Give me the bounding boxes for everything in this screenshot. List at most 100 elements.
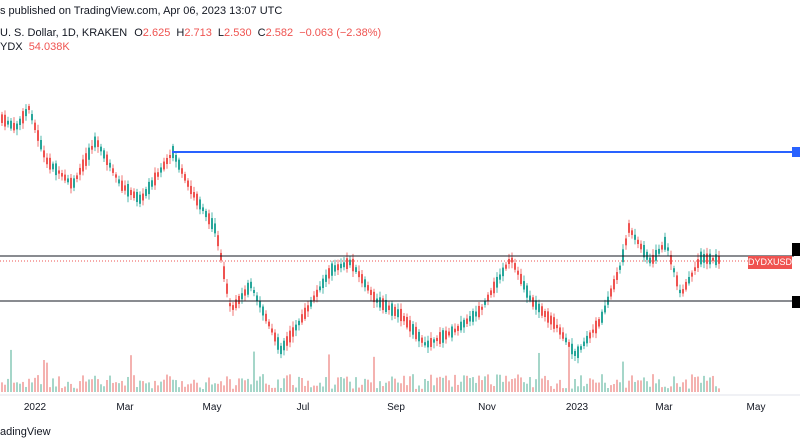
candle-body — [259, 301, 261, 308]
candle-body — [118, 179, 120, 184]
volume-bar — [709, 377, 711, 392]
candle-body — [253, 289, 255, 294]
volume-bar — [478, 375, 480, 392]
candle-body — [4, 114, 6, 127]
ohlc-legend: U. S. Dollar, 1D, KRAKEN O2.625 H2.713 L… — [0, 27, 381, 39]
volume-bar — [394, 378, 396, 392]
candle-body — [220, 252, 222, 261]
time-tick-label: Mar — [655, 402, 673, 413]
candle-body — [424, 342, 426, 346]
candle-body — [367, 285, 369, 291]
candles-layer — [1, 103, 720, 364]
candle-body — [157, 172, 159, 177]
volume-bar — [238, 378, 240, 392]
publish-info: s published on TradingView.com, Apr 06, … — [0, 5, 283, 17]
volume-bar — [28, 378, 30, 392]
candle-body — [355, 267, 357, 272]
candle-body — [712, 257, 714, 261]
volume-bar — [61, 388, 63, 392]
volume-bar — [376, 388, 378, 392]
candle-body — [703, 253, 705, 263]
volume-bar — [496, 374, 498, 392]
volume-bar — [670, 386, 672, 392]
volume-bar — [19, 383, 21, 392]
candle-body — [364, 279, 366, 288]
candle-body — [601, 311, 603, 323]
candle-body — [571, 343, 573, 355]
volume-bar — [358, 387, 360, 392]
candle-body — [55, 163, 57, 176]
candle-body — [205, 210, 207, 218]
candle-body — [526, 285, 528, 298]
volume-bar — [598, 382, 600, 392]
volume-bar — [349, 381, 351, 392]
volume-bar — [244, 380, 246, 392]
candle-body — [151, 180, 153, 187]
volume-bar — [409, 376, 411, 392]
candle-body — [466, 318, 468, 324]
volume-bar — [553, 388, 555, 392]
candle-body — [292, 327, 294, 337]
candle-body — [475, 311, 477, 317]
volume-bar — [73, 387, 75, 392]
volume-bar — [352, 388, 354, 392]
candle-body — [661, 245, 663, 250]
time-tick-label: 2023 — [566, 402, 589, 413]
volume-bar — [529, 377, 531, 392]
lower-line-handle[interactable] — [792, 296, 800, 308]
candle-body — [574, 351, 576, 356]
candle-body — [535, 300, 537, 310]
candle-body — [283, 340, 285, 351]
candle-body — [19, 118, 21, 125]
candle-body — [64, 174, 66, 181]
volume-bar — [4, 384, 6, 392]
volume-bar — [460, 381, 462, 392]
candle-body — [484, 301, 486, 305]
candle-body — [643, 245, 645, 258]
time-axis: 2022 Mar May Jul Sep Nov 2023 Mar May — [24, 402, 766, 413]
candle-body — [352, 258, 354, 272]
candle-body — [97, 140, 99, 147]
volume-bar — [505, 375, 507, 392]
candle-body — [664, 236, 666, 250]
volume-bar — [445, 375, 447, 392]
volume-bar — [454, 374, 456, 392]
candle-body — [379, 297, 381, 308]
volume-bar — [172, 379, 174, 392]
volume-bar — [697, 376, 699, 392]
volume-bar — [361, 384, 363, 392]
candle-body — [460, 321, 462, 331]
volume-bar — [574, 379, 576, 392]
candle-body — [343, 262, 345, 268]
candle-body — [400, 308, 402, 322]
volume-bar — [607, 388, 609, 392]
candle-body — [295, 324, 297, 331]
candle-body — [10, 120, 12, 129]
volume-bar — [628, 380, 630, 392]
high-label: H — [176, 27, 185, 39]
volume-bar — [307, 380, 309, 392]
candle-body — [58, 170, 60, 174]
volume-bar — [682, 382, 684, 392]
candle-body — [550, 315, 552, 325]
candle-body — [514, 263, 516, 270]
volume-bar — [331, 388, 333, 392]
time-tick-label: May — [203, 402, 222, 413]
candle-body — [589, 332, 591, 339]
volume-bar — [472, 377, 474, 392]
candle-body — [580, 346, 582, 350]
candle-body — [175, 154, 177, 162]
volume-bar — [91, 379, 93, 392]
upper-line-handle[interactable] — [792, 243, 800, 256]
volume-bar — [652, 374, 654, 392]
volume-bar — [562, 388, 564, 392]
candle-body — [166, 157, 168, 165]
candle-body — [340, 263, 342, 269]
volume-bar — [109, 375, 111, 392]
candle-body — [409, 320, 411, 332]
volume-bar — [85, 381, 87, 392]
candle-body — [250, 281, 252, 289]
volume-layer — [1, 349, 720, 392]
blue-line-handle[interactable] — [792, 147, 800, 157]
